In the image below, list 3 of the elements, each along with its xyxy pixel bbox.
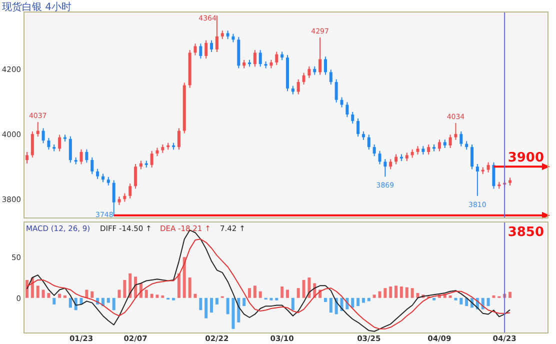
ref-line-label: 3900: [508, 150, 544, 166]
annotation: 3850: [508, 225, 544, 240]
chart-title: 现货白银 4小时: [2, 1, 72, 13]
